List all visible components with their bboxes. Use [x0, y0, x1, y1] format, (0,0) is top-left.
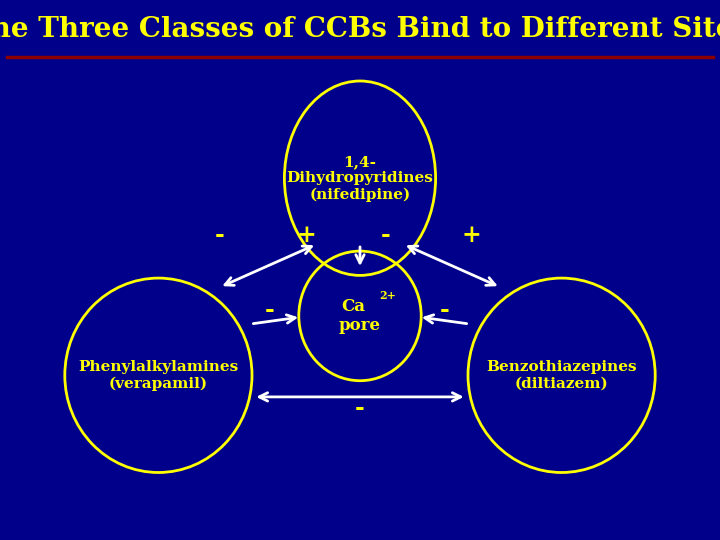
- Text: Benzothiazepines
(diltiazem): Benzothiazepines (diltiazem): [486, 360, 637, 390]
- Text: +: +: [296, 223, 316, 247]
- Text: Ca: Ca: [341, 298, 365, 315]
- Text: The Three Classes of CCBs Bind to Different Sites: The Three Classes of CCBs Bind to Differ…: [0, 16, 720, 43]
- Text: 2+: 2+: [379, 290, 396, 301]
- Text: Phenylalkylamines
(verapamil): Phenylalkylamines (verapamil): [78, 360, 238, 390]
- Text: +: +: [462, 223, 482, 247]
- Text: -: -: [440, 299, 450, 322]
- Text: -: -: [215, 223, 225, 247]
- Text: -: -: [265, 299, 275, 322]
- Text: -: -: [355, 396, 365, 420]
- Text: 1,4-
Dihydropyridines
(nifedipine): 1,4- Dihydropyridines (nifedipine): [287, 155, 433, 201]
- Text: -: -: [380, 223, 390, 247]
- Text: pore: pore: [339, 317, 381, 334]
